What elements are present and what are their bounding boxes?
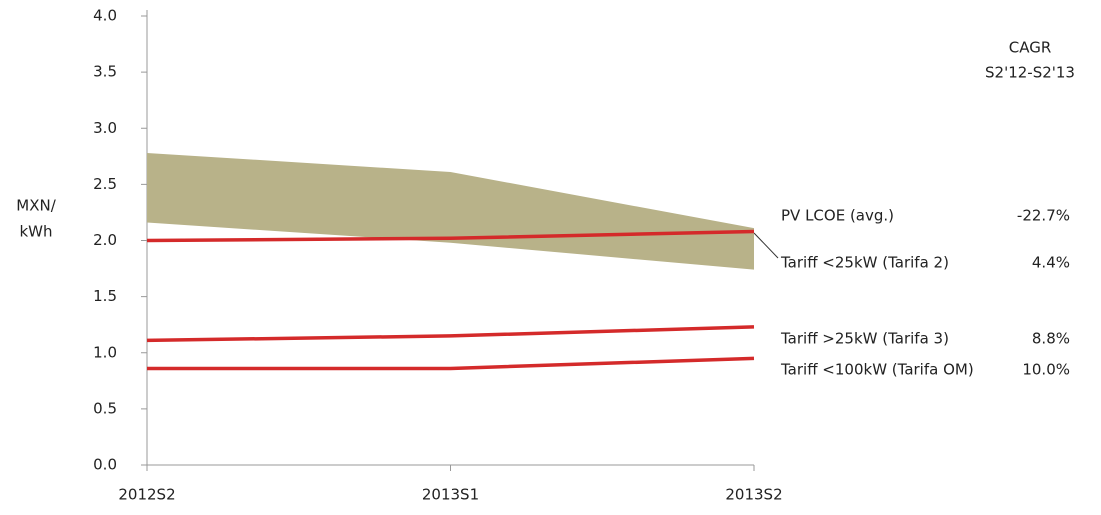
cagr-label: 8.8% xyxy=(1032,330,1070,348)
cagr-label: 10.0% xyxy=(1022,361,1070,379)
line xyxy=(147,356,755,371)
x-tick-label: 2013S2 xyxy=(725,486,782,504)
y-tick-label: 3.0 xyxy=(93,119,117,137)
y-tick-label: 2.0 xyxy=(93,231,117,249)
y-tick-label: 0.5 xyxy=(93,399,117,417)
x-tick-label: 2013S1 xyxy=(422,486,479,504)
y-tick-label: 1.0 xyxy=(93,343,117,361)
y-tick-label: 2.5 xyxy=(93,175,117,193)
annotation: CAGR xyxy=(1009,39,1052,57)
legend-label: Tariff <100kW (Tarifa OM) xyxy=(780,361,974,379)
leader-line xyxy=(753,232,779,259)
line xyxy=(146,229,755,243)
x-tick-label: 2012S2 xyxy=(118,486,175,504)
cagr-label: 4.4% xyxy=(1032,254,1070,272)
y-tick-label: 3.5 xyxy=(93,63,117,81)
line xyxy=(146,325,755,343)
y-tick-label: 0.0 xyxy=(93,456,117,474)
y-axis-label: MXN/ xyxy=(16,197,56,215)
y-tick-label: 4.0 xyxy=(93,7,117,25)
cagr-label: -22.7% xyxy=(1017,207,1070,225)
y-tick-label: 1.5 xyxy=(93,287,117,305)
annotation: S2'12-S2'13 xyxy=(985,64,1075,82)
legend-label: Tariff <25kW (Tarifa 2) xyxy=(780,254,949,272)
legend-label: PV LCOE (avg.) xyxy=(781,207,894,225)
range-band xyxy=(147,152,754,270)
y-axis-label: kWh xyxy=(19,223,52,241)
legend-label: Tariff >25kW (Tarifa 3) xyxy=(780,330,949,348)
